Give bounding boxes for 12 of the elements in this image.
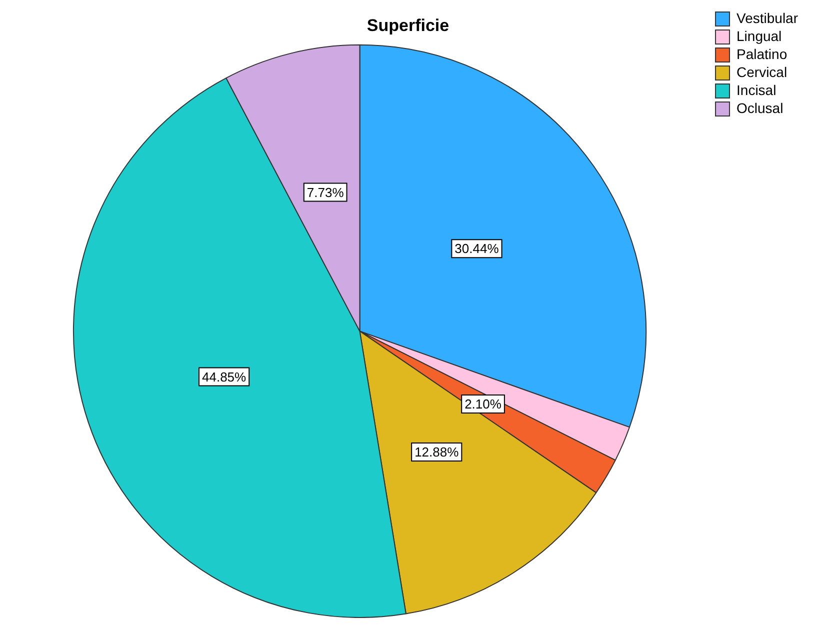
legend-label: Incisal [736,82,776,98]
legend-label: Vestibular [736,10,798,26]
chart-title: Superficie [366,16,450,35]
legend-label: Oclusal [736,100,784,116]
legend-label: Lingual [736,28,782,44]
legend-label: Palatino [736,46,788,62]
legend-label: Cervical [736,64,788,80]
data-label: 30.44% [454,241,500,256]
data-label: 44.85% [202,369,247,384]
data-label: 2.10% [464,396,502,412]
data-label: 12.88% [414,444,460,460]
data-label: 7.73% [306,184,344,200]
